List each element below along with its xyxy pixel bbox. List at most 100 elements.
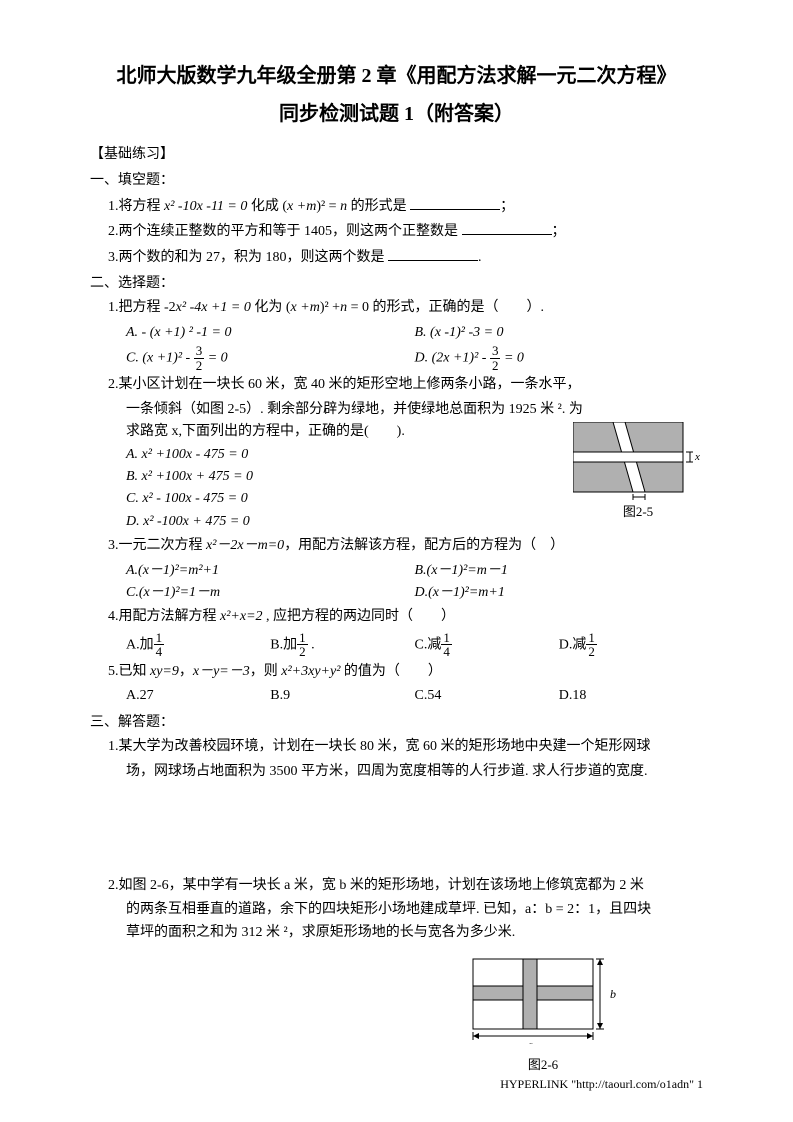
q2-5: 5.已知 xy=9，x－y=－3，则 x²+3xy+y² 的值为（ ） — [108, 661, 703, 683]
den: 4 — [441, 645, 452, 659]
svg-text:b: b — [610, 987, 616, 1001]
q2-4-A: A.加 — [126, 637, 154, 652]
q2-4-c: , 应把方程的两边同时（ ） — [263, 609, 456, 624]
num: 3 — [194, 344, 205, 359]
q3-2-l2: 的两条互相垂直的道路，余下的四块矩形小场地建成草坪. 已知，a：b = 2：1，… — [126, 899, 703, 921]
q2-5-b: xy=9 — [150, 664, 179, 679]
fig26-caption: 图2-6 — [463, 1055, 623, 1076]
blank — [462, 220, 552, 235]
svg-text:x: x — [635, 499, 641, 500]
den: 2 — [586, 645, 597, 659]
title-line1: 北师大版数学九年级全册第 2 章《用配方法求解一元二次方程》 — [90, 60, 703, 92]
q1-1-c: )² = — [316, 199, 340, 214]
q2-1-g: = 0 的形式，正确的是（ ）. — [347, 300, 544, 315]
q1-1: 1.将方程 x² -10x -11 = 0 化成 (x +m)² = n 的形式… — [108, 195, 703, 218]
q2-4-B: B.加 — [270, 637, 297, 652]
title-line2: 同步检测试题 1（附答案） — [90, 98, 703, 130]
q2-4-C: C.减 — [415, 637, 442, 652]
q2-4: 4.用配方法解方程 x²+x=2 , 应把方程的两边同时（ ） — [108, 606, 703, 628]
q2-5-C: C.54 — [415, 685, 559, 707]
q2-2-l2: 一条倾斜（如图 2-5）. 剩余部分辟为绿地，并使绿地总面积为 1925 米 ²… — [126, 399, 703, 421]
q1-3: 3.两个数的和为 27，积为 180，则这两个数是 . — [108, 246, 703, 269]
den: 2 — [490, 359, 501, 373]
q1-2-b: ； — [552, 224, 566, 239]
q2-4-D: D.减 — [559, 637, 587, 652]
q2-1-D-b: = 0 — [500, 350, 523, 365]
frac-3-2: 32 — [490, 344, 501, 372]
q2-1-C-b: = 0 — [204, 350, 227, 365]
q2-3-C: C.(x－1)²=1－m — [126, 582, 415, 604]
q2-1-c: 化为 ( — [251, 300, 291, 315]
q2-2-l1: 2.某小区计划在一块长 60 米，宽 40 米的矩形空地上修两条小路，一条水平， — [108, 374, 703, 396]
footer-hyperlink: HYPERLINK "http://taourl.com/o1adn" 1 — [500, 1075, 703, 1094]
q2-1-b: x² -4x +1 = 0 — [176, 300, 251, 315]
section-1: 一、填空题： — [90, 170, 703, 192]
q2-2-block: 2.某小区计划在一块长 60 米，宽 40 米的矩形空地上修两条小路，一条水平，… — [90, 374, 703, 533]
q2-3-c: ，用配方法解该方程，配方后的方程为（ ） — [284, 538, 564, 553]
q2-3-opts2: C.(x－1)²=1－m D.(x－1)²=m+1 — [126, 582, 703, 604]
num: 1 — [586, 631, 597, 646]
workspace-gap — [90, 783, 703, 873]
q2-5-a: 5.已知 — [108, 664, 150, 679]
q1-3-b: . — [478, 250, 482, 265]
blank — [410, 195, 500, 210]
num: 1 — [297, 631, 308, 646]
blank — [388, 246, 478, 261]
q1-3-a: 3.两个数的和为 27，积为 180，则这两个数是 — [108, 250, 388, 265]
q2-1-opts2: C. (x +1)² - 32 = 0 D. (2x +1)² - 32 = 0 — [126, 344, 703, 372]
basic-header: 【基础练习】 — [90, 144, 703, 166]
frac-3-2: 32 — [194, 344, 205, 372]
q2-1-d: x +m — [291, 300, 320, 315]
num: 1 — [154, 631, 165, 646]
den: 4 — [154, 645, 165, 659]
figure-2-5: x x 图2-5 — [573, 422, 703, 523]
q2-5-B: B.9 — [270, 685, 414, 707]
q2-1-C-a: C. (x +1)² - — [126, 350, 194, 365]
page: 北师大版数学九年级全册第 2 章《用配方法求解一元二次方程》 同步检测试题 1（… — [0, 0, 793, 1122]
q3-2-l1: 2.如图 2-6，某中学有一块长 a 米，宽 b 米的矩形场地，计划在该场地上修… — [108, 875, 703, 897]
svg-text:a: a — [527, 1038, 533, 1044]
q2-1-opts1: A. - (x +1) ² -1 = 0 B. (x -1)² -3 = 0 — [126, 322, 703, 344]
q2-4-b: x²+x=2 — [220, 609, 263, 624]
q2-4-a: 4.用配方法解方程 — [108, 609, 220, 624]
q2-5-g: 的值为（ ） — [340, 664, 442, 679]
q2-3-opts1: A.(x－1)²=m²+1 B.(x－1)²=m－1 — [126, 560, 703, 582]
q2-5-e: ，则 — [250, 664, 282, 679]
q2-3-A: A.(x－1)²=m²+1 — [126, 560, 415, 582]
fig25-svg: x x — [573, 422, 703, 500]
den: 2 — [194, 359, 205, 373]
q2-1-A: A. - (x +1) ² -1 = 0 — [126, 325, 232, 340]
q2-3-D: D.(x－1)²=m+1 — [415, 582, 704, 604]
q2-5-A: A.27 — [126, 685, 270, 707]
q1-1-eq1: x² -10x -11 = 0 — [164, 199, 247, 214]
q1-2: 2.两个连续正整数的平方和等于 1405，则这两个正整数是 ； — [108, 220, 703, 243]
figure-2-6: a b 图2-6 — [463, 954, 623, 1075]
q2-1-e: )² + — [320, 300, 340, 315]
num: 1 — [441, 631, 452, 646]
q2-3-b: x²－2x－m=0 — [206, 538, 284, 553]
svg-text:x: x — [694, 451, 700, 463]
q2-5-f: x²+3xy+y² — [281, 664, 340, 679]
q2-3-B: B.(x－1)²=m－1 — [415, 560, 704, 582]
q2-3: 3.一元二次方程 x²－2x－m=0，用配方法解该方程，配方后的方程为（ ） — [108, 535, 703, 557]
q2-1-a: 1.把方程 -2 — [108, 300, 176, 315]
q2-5-opts: A.27 B.9 C.54 D.18 — [126, 685, 703, 707]
q3-1-l2: 场，网球场占地面积为 3500 平方米，四周为宽度相等的人行步道. 求人行步道的… — [126, 761, 703, 783]
frac-1-2: 12 — [586, 631, 597, 659]
q1-1-d: 的形式是 — [347, 199, 410, 214]
q2-1-B: B. (x -1)² -3 = 0 — [415, 325, 504, 340]
fig25-caption: 图2-5 — [573, 502, 703, 523]
q2-5-c: ， — [179, 664, 193, 679]
q2-5-d: x－y=－3 — [193, 664, 250, 679]
q1-1-a: 1.将方程 — [108, 199, 164, 214]
q2-3-a: 3.一元二次方程 — [108, 538, 206, 553]
q1-1-e: ； — [500, 199, 514, 214]
q2-4-opts: A.加14 B.加12 . C.减14 D.减12 — [126, 631, 703, 659]
q1-1-eq2: x +m — [287, 199, 316, 214]
q2-5-D: D.18 — [559, 685, 703, 707]
frac-1-4: 14 — [154, 631, 165, 659]
q2-1-D-a: D. (2x +1)² - — [415, 350, 490, 365]
q1-2-a: 2.两个连续正整数的平方和等于 1405，则这两个正整数是 — [108, 224, 462, 239]
den: 2 — [297, 645, 308, 659]
num: 3 — [490, 344, 501, 359]
